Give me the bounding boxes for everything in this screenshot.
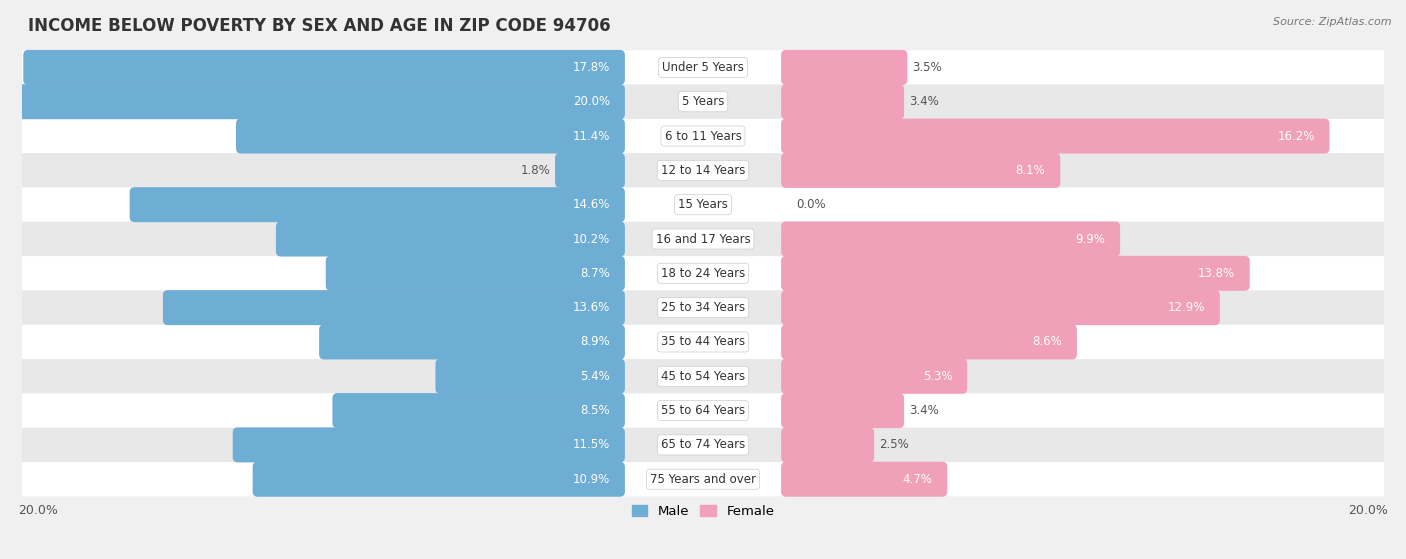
FancyBboxPatch shape [21,291,1385,325]
Text: 5.3%: 5.3% [922,369,952,383]
Text: 65 to 74 Years: 65 to 74 Years [661,438,745,452]
Text: INCOME BELOW POVERTY BY SEX AND AGE IN ZIP CODE 94706: INCOME BELOW POVERTY BY SEX AND AGE IN Z… [28,17,610,35]
Text: 0.0%: 0.0% [796,198,825,211]
Text: 3.5%: 3.5% [912,61,942,74]
FancyBboxPatch shape [326,256,624,291]
FancyBboxPatch shape [0,84,624,119]
FancyBboxPatch shape [319,324,624,359]
Text: 15 Years: 15 Years [678,198,728,211]
Text: 11.4%: 11.4% [572,130,610,143]
Text: 8.6%: 8.6% [1032,335,1062,348]
Text: 12.9%: 12.9% [1167,301,1205,314]
Text: 4.7%: 4.7% [903,473,932,486]
FancyBboxPatch shape [782,428,875,462]
Text: 5.4%: 5.4% [581,369,610,383]
FancyBboxPatch shape [24,50,624,85]
Text: 55 to 64 Years: 55 to 64 Years [661,404,745,417]
Text: 10.9%: 10.9% [572,473,610,486]
Text: 10.2%: 10.2% [572,233,610,245]
FancyBboxPatch shape [332,393,624,428]
FancyBboxPatch shape [21,394,1385,428]
Text: 9.9%: 9.9% [1076,233,1105,245]
FancyBboxPatch shape [21,222,1385,256]
FancyBboxPatch shape [436,359,624,394]
Text: 17.8%: 17.8% [572,61,610,74]
Text: 75 Years and over: 75 Years and over [650,473,756,486]
Text: 16.2%: 16.2% [1277,130,1315,143]
FancyBboxPatch shape [163,290,624,325]
Text: 1.8%: 1.8% [520,164,550,177]
FancyBboxPatch shape [782,84,904,119]
Text: Under 5 Years: Under 5 Years [662,61,744,74]
Text: 16 and 17 Years: 16 and 17 Years [655,233,751,245]
FancyBboxPatch shape [21,119,1385,153]
FancyBboxPatch shape [253,462,624,497]
FancyBboxPatch shape [233,428,624,462]
FancyBboxPatch shape [782,359,967,394]
Text: 8.9%: 8.9% [581,335,610,348]
Text: 3.4%: 3.4% [910,404,939,417]
Text: 8.1%: 8.1% [1015,164,1045,177]
FancyBboxPatch shape [782,462,948,497]
FancyBboxPatch shape [21,359,1385,394]
Text: 6 to 11 Years: 6 to 11 Years [665,130,741,143]
Text: 12 to 14 Years: 12 to 14 Years [661,164,745,177]
FancyBboxPatch shape [782,221,1121,257]
FancyBboxPatch shape [276,221,624,257]
FancyBboxPatch shape [21,256,1385,291]
Text: 2.5%: 2.5% [879,438,908,452]
FancyBboxPatch shape [129,187,624,222]
Text: 35 to 44 Years: 35 to 44 Years [661,335,745,348]
Text: 20.0%: 20.0% [572,95,610,108]
FancyBboxPatch shape [236,119,624,154]
Text: 3.4%: 3.4% [910,95,939,108]
FancyBboxPatch shape [21,325,1385,359]
Text: Source: ZipAtlas.com: Source: ZipAtlas.com [1274,17,1392,27]
FancyBboxPatch shape [782,256,1250,291]
FancyBboxPatch shape [782,324,1077,359]
FancyBboxPatch shape [21,187,1385,222]
Text: 8.7%: 8.7% [581,267,610,280]
FancyBboxPatch shape [782,393,904,428]
Text: 11.5%: 11.5% [572,438,610,452]
FancyBboxPatch shape [21,428,1385,462]
FancyBboxPatch shape [21,50,1385,84]
Text: 18 to 24 Years: 18 to 24 Years [661,267,745,280]
FancyBboxPatch shape [555,153,624,188]
Text: 8.5%: 8.5% [581,404,610,417]
Text: 13.8%: 13.8% [1198,267,1234,280]
Text: 45 to 54 Years: 45 to 54 Years [661,369,745,383]
Text: 13.6%: 13.6% [572,301,610,314]
FancyBboxPatch shape [21,462,1385,496]
Text: 5 Years: 5 Years [682,95,724,108]
FancyBboxPatch shape [21,153,1385,187]
Legend: Male, Female: Male, Female [626,499,780,523]
Text: 25 to 34 Years: 25 to 34 Years [661,301,745,314]
FancyBboxPatch shape [782,50,907,85]
Text: 14.6%: 14.6% [572,198,610,211]
FancyBboxPatch shape [782,290,1220,325]
FancyBboxPatch shape [782,153,1060,188]
FancyBboxPatch shape [782,119,1330,154]
FancyBboxPatch shape [21,84,1385,119]
